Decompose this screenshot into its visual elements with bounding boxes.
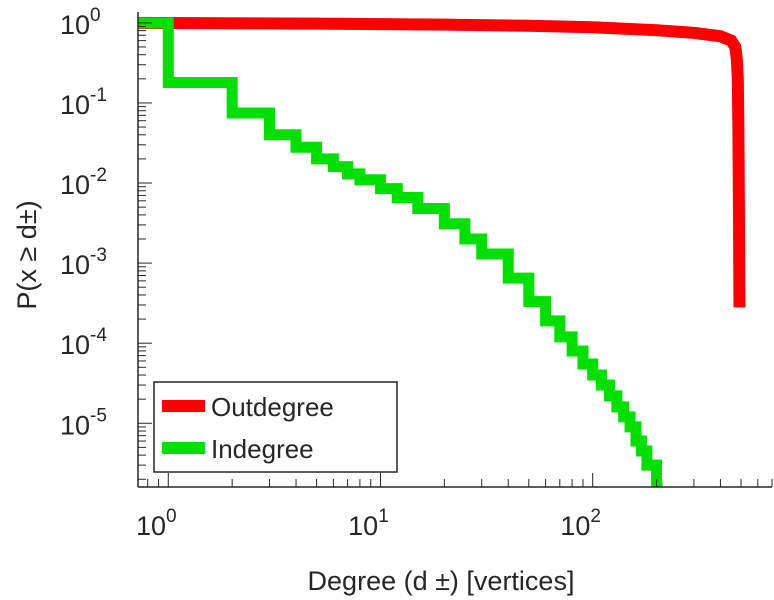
x-tick-label: 101: [348, 506, 389, 541]
y-tick-label: 10-5: [60, 405, 107, 440]
y-tick-label: 100: [60, 5, 101, 40]
x-tick-label: 100: [136, 506, 177, 541]
y-tick-label: 10-2: [60, 165, 107, 200]
y-axis-label: P(x ≥ d±): [12, 200, 42, 309]
ticks-layer: 100 10-1 10-2 10-3 10-4 10-5 100 101 102: [60, 5, 773, 541]
legend-box: [153, 381, 398, 473]
y-tick-label: 10-1: [60, 85, 107, 120]
y-tick-label: 10-3: [60, 245, 107, 280]
x-axis-label: Degree (d ±) [vertices]: [308, 566, 575, 596]
series-layer: [138, 16, 746, 487]
series-line-outdegree: [138, 16, 746, 308]
x-tick-label: 102: [560, 506, 601, 541]
axes-layer: [137, 12, 772, 488]
legend-label-indegree: Indegree: [211, 434, 314, 464]
series-line-indegree: [138, 17, 663, 487]
legend-label-outdegree: Outdegree: [211, 392, 334, 422]
y-tick-label: 10-4: [60, 325, 107, 360]
legend: Outdegree Indegree: [153, 381, 398, 473]
